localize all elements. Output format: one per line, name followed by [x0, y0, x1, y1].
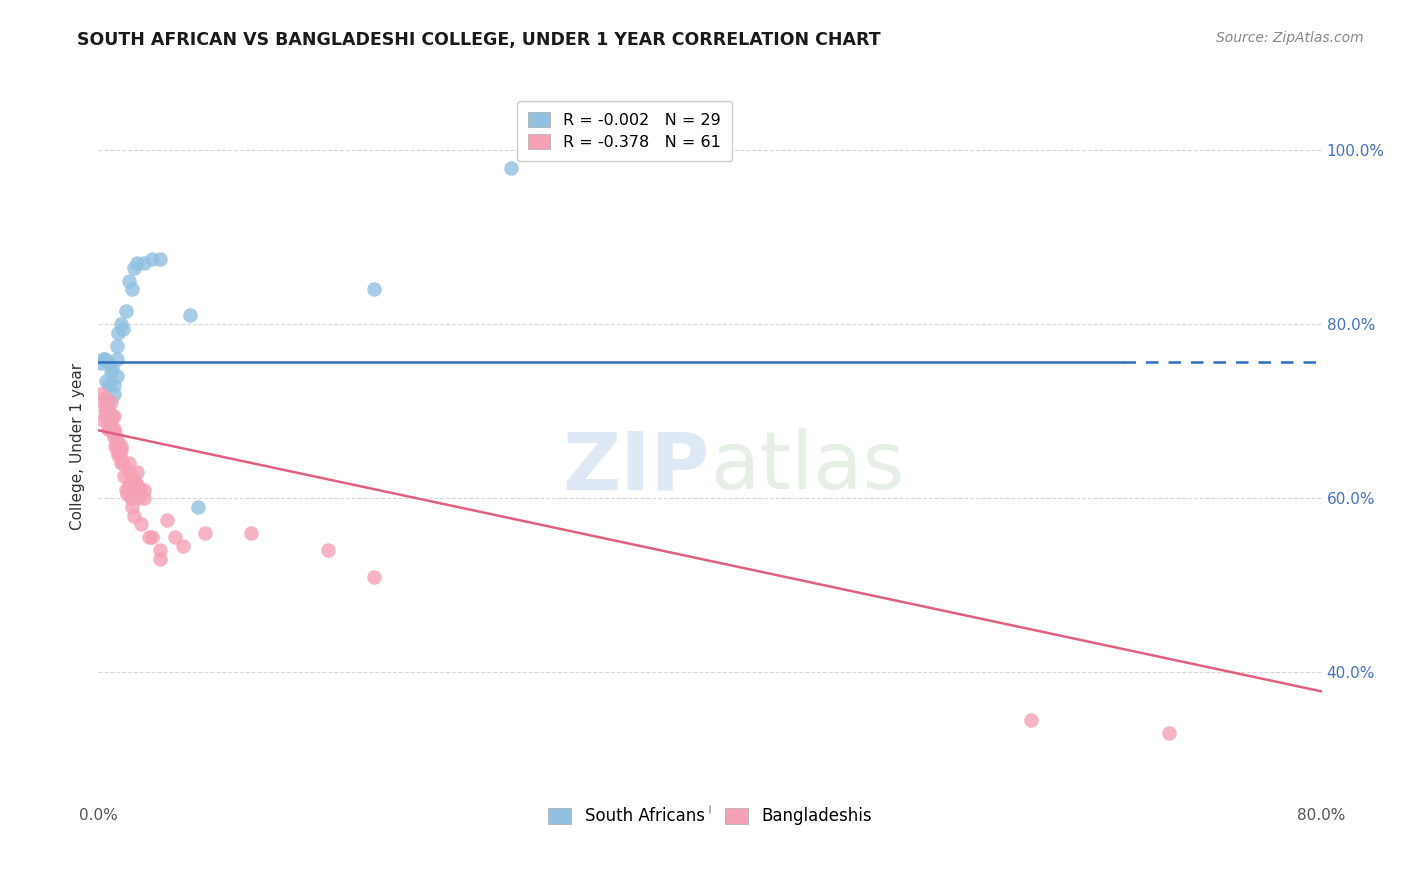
Point [97, 413, 120, 427]
Point [156, 513, 179, 527]
Point [110, 439, 132, 453]
Point [110, 443, 132, 458]
Point [501, 161, 523, 175]
Point [103, 378, 125, 392]
Point [91, 395, 114, 409]
Point [179, 309, 201, 323]
Point [115, 304, 138, 318]
Point [104, 439, 127, 453]
Text: Source: ZipAtlas.com: Source: ZipAtlas.com [1216, 31, 1364, 45]
Point [108, 448, 131, 462]
Point [1019, 713, 1042, 727]
Point [134, 256, 156, 270]
Text: SOUTH AFRICAN VS BANGLADESHI COLLEGE, UNDER 1 YEAR CORRELATION CHART: SOUTH AFRICAN VS BANGLADESHI COLLEGE, UN… [77, 31, 882, 49]
Point [94, 409, 117, 423]
Point [105, 434, 128, 449]
Point [98, 356, 121, 370]
Point [121, 500, 143, 514]
Point [105, 351, 128, 366]
Point [125, 478, 148, 492]
Y-axis label: College, Under 1 year: College, Under 1 year [70, 362, 86, 530]
Point [124, 474, 146, 488]
Point [187, 500, 209, 514]
Point [121, 282, 143, 296]
Point [1157, 726, 1180, 740]
Point [98, 378, 121, 392]
Point [93, 391, 115, 405]
Point [120, 491, 142, 506]
Point [101, 360, 124, 375]
Point [118, 274, 141, 288]
Point [107, 326, 129, 340]
Point [128, 483, 150, 497]
Point [117, 487, 139, 501]
Point [172, 539, 194, 553]
Point [103, 386, 125, 401]
Text: atlas: atlas [710, 428, 904, 507]
Point [91, 351, 114, 366]
Point [94, 374, 117, 388]
Point [98, 404, 121, 418]
Point [122, 260, 145, 275]
Point [149, 252, 172, 266]
Point [98, 409, 121, 423]
Point [103, 430, 125, 444]
Point [134, 491, 156, 506]
Point [138, 530, 160, 544]
Point [316, 543, 339, 558]
Point [110, 457, 132, 471]
Point [105, 443, 128, 458]
Point [118, 465, 141, 479]
Point [194, 526, 217, 541]
Point [100, 365, 122, 379]
Point [91, 413, 114, 427]
Point [112, 469, 135, 483]
Point [163, 530, 186, 544]
Point [110, 317, 132, 331]
Point [111, 321, 134, 335]
Point [125, 256, 148, 270]
Point [97, 404, 120, 418]
Point [134, 483, 156, 497]
Point [115, 483, 138, 497]
Point [240, 526, 263, 541]
Point [101, 409, 124, 423]
Legend: South Africans, Bangladeshis: South Africans, Bangladeshis [540, 799, 880, 834]
Point [118, 478, 141, 492]
Point [93, 404, 115, 418]
Point [97, 395, 120, 409]
Point [129, 517, 152, 532]
Point [111, 457, 134, 471]
Point [149, 552, 172, 566]
Point [363, 569, 385, 583]
Point [100, 413, 122, 427]
Point [94, 400, 117, 414]
Point [105, 339, 128, 353]
Point [100, 395, 122, 409]
Point [141, 530, 163, 544]
Point [149, 543, 172, 558]
Point [107, 448, 129, 462]
Point [125, 465, 148, 479]
Point [90, 386, 112, 401]
Point [127, 491, 149, 506]
Point [363, 282, 385, 296]
Point [97, 421, 120, 435]
Text: ZIP: ZIP [562, 428, 710, 507]
Point [104, 425, 127, 440]
Point [103, 421, 125, 435]
Point [141, 252, 163, 266]
Point [93, 351, 115, 366]
Point [105, 369, 128, 384]
Point [90, 356, 112, 370]
Point [98, 421, 121, 435]
Point [122, 508, 145, 523]
Point [103, 409, 125, 423]
Point [118, 457, 141, 471]
Point [107, 434, 129, 449]
Point [101, 421, 124, 435]
